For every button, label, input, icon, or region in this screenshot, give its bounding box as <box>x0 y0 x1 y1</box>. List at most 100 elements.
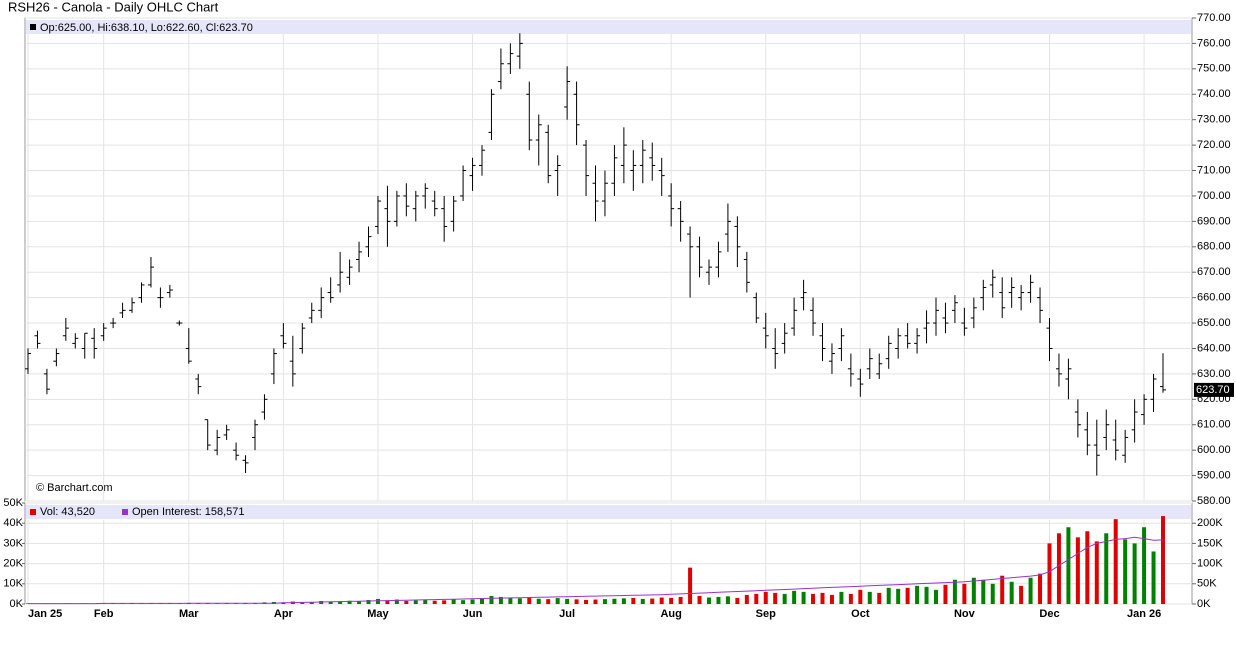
volume-bar <box>972 578 976 604</box>
volume-bar <box>631 598 635 604</box>
y-tick-label: 680.00 <box>1197 241 1231 253</box>
y-tick-label: 610.00 <box>1197 419 1231 431</box>
volume-bar <box>622 598 626 604</box>
volume-bar <box>575 599 579 604</box>
volume-legend-swatch <box>30 509 36 515</box>
volume-bar <box>773 593 777 604</box>
volume-bar <box>1114 519 1118 604</box>
volume-bar <box>1152 551 1156 604</box>
y-tick-label: 590.00 <box>1197 469 1231 481</box>
volume-bar <box>925 587 929 604</box>
volume-bar <box>357 601 361 604</box>
chart-title: RSH26 - Canola - Daily OHLC Chart <box>8 0 219 14</box>
x-tick-label: Oct <box>851 608 870 620</box>
volume-bar <box>612 599 616 604</box>
oi-y-tick-label: 0K <box>1197 598 1211 610</box>
volume-bar <box>707 598 711 604</box>
x-tick-label: Feb <box>94 608 114 620</box>
y-tick-label: 580.00 <box>1197 495 1231 507</box>
volume-bar <box>726 596 730 604</box>
x-tick-label: Dec <box>1039 608 1059 620</box>
volume-bar <box>1000 576 1004 604</box>
volume-bar <box>896 589 900 604</box>
x-tick-label: May <box>367 608 389 620</box>
ohlc-legend: Op:625.00, Hi:638.10, Lo:622.60, Cl:623.… <box>40 22 253 34</box>
volume-bar <box>934 590 938 604</box>
y-tick-label: 670.00 <box>1197 266 1231 278</box>
volume-bar <box>1019 586 1023 604</box>
x-tick-label: Apr <box>274 608 294 620</box>
volume-bar <box>1085 531 1089 604</box>
y-tick-label: 720.00 <box>1197 139 1231 151</box>
volume-bar <box>887 588 891 604</box>
volume-bar <box>1123 539 1127 604</box>
volume-bar <box>1161 516 1165 604</box>
volume-bar <box>688 568 692 604</box>
volume-bar <box>471 600 475 604</box>
volume-legend: Vol: 43,520 <box>40 506 95 518</box>
y-tick-label: 630.00 <box>1197 368 1231 380</box>
volume-bar <box>858 590 862 604</box>
x-tick-label: Jun <box>463 608 483 620</box>
y-tick-label: 710.00 <box>1197 164 1231 176</box>
price-panel <box>25 18 1192 501</box>
y-tick-label: 650.00 <box>1197 317 1231 329</box>
volume-bar <box>679 597 683 604</box>
volume-bar <box>452 599 456 604</box>
volume-bar <box>698 596 702 604</box>
y-tick-label: 770.00 <box>1197 12 1231 24</box>
volume-bar <box>745 595 749 604</box>
y-tick-label: 690.00 <box>1197 215 1231 227</box>
volume-bar <box>802 592 806 604</box>
volume-bar <box>716 597 720 604</box>
volume-bar <box>1095 541 1099 604</box>
volume-bar <box>953 580 957 604</box>
volume-bar <box>981 580 985 604</box>
volume-bar <box>641 599 645 604</box>
volume-bar <box>404 601 408 604</box>
volume-bar <box>877 593 881 604</box>
volume-bar <box>537 599 541 604</box>
volume-bar <box>991 584 995 604</box>
x-tick-label: Jul <box>559 608 575 620</box>
oi-legend-swatch <box>122 509 128 515</box>
volume-bar <box>442 600 446 604</box>
volume-bar <box>1076 537 1080 604</box>
volume-bar <box>1048 543 1052 604</box>
oi-y-tick-label: 100K <box>1197 558 1223 570</box>
oi-y-tick-label: 150K <box>1197 537 1223 549</box>
x-tick-label: Aug <box>660 608 681 620</box>
y-tick-label: 740.00 <box>1197 88 1231 100</box>
x-tick-label: Mar <box>179 608 199 620</box>
volume-bar <box>594 600 598 604</box>
volume-bar <box>868 592 872 604</box>
y-tick-label: 750.00 <box>1197 63 1231 75</box>
y-tick-label: 600.00 <box>1197 444 1231 456</box>
volume-bar <box>764 592 768 604</box>
volume-bar <box>423 600 427 604</box>
volume-bar <box>433 601 437 604</box>
y-tick-label: 700.00 <box>1197 190 1231 202</box>
y-tick-label: 640.00 <box>1197 342 1231 354</box>
volume-bar <box>754 594 758 604</box>
volume-bar <box>1066 527 1070 604</box>
volume-bar <box>376 599 380 604</box>
volume-bar <box>480 599 484 604</box>
volume-bar <box>1010 582 1014 604</box>
volume-y-tick-label: 20K <box>3 558 23 570</box>
volume-bar <box>943 585 947 604</box>
x-tick-label: Sep <box>756 608 776 620</box>
volume-y-tick-label: 30K <box>3 537 23 549</box>
last-price-label: 623.70 <box>1196 384 1230 396</box>
y-tick-label: 760.00 <box>1197 37 1231 49</box>
oi-y-tick-label: 200K <box>1197 517 1223 529</box>
volume-y-tick-label: 50K <box>3 497 23 509</box>
oi-y-tick-label: 50K <box>1197 578 1217 590</box>
volume-bar <box>1029 578 1033 604</box>
volume-bar <box>849 594 853 604</box>
volume-bar <box>508 598 512 604</box>
volume-y-tick-label: 10K <box>3 578 23 590</box>
x-tick-label: Jan 26 <box>1127 608 1161 620</box>
volume-bar <box>527 598 531 604</box>
volume-bar <box>811 594 815 604</box>
